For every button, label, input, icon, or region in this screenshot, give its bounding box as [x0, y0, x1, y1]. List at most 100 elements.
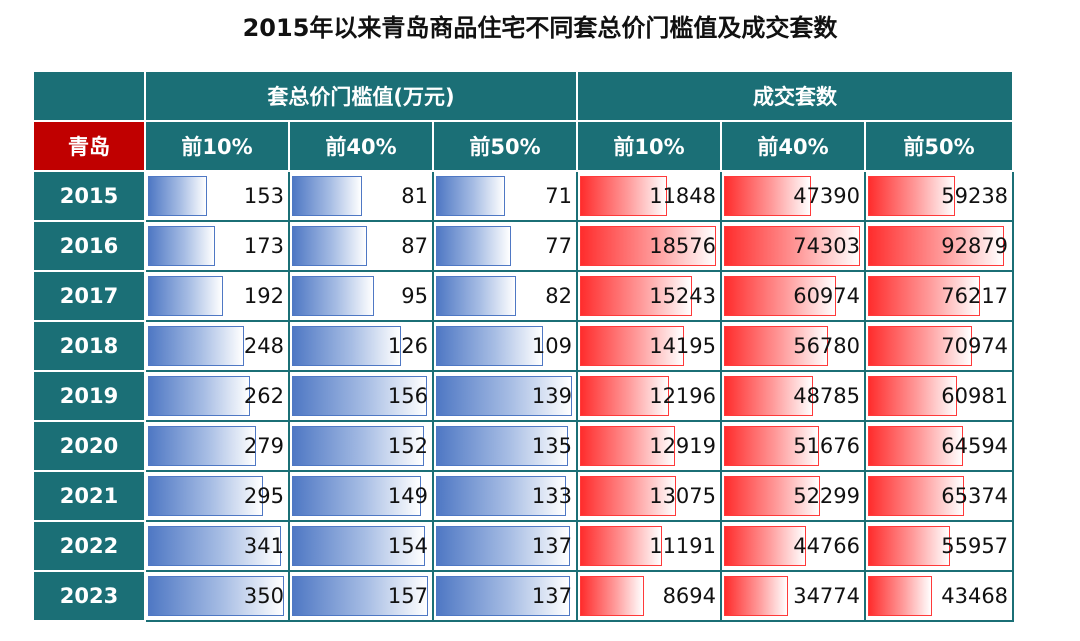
price-cell: 192 [144, 270, 290, 322]
volume-cell: 11191 [576, 520, 723, 572]
volume-cell: 47390 [720, 170, 867, 222]
cell-value: 12196 [649, 384, 717, 408]
volume-cell: 60981 [864, 370, 1015, 422]
volume-data-bar [724, 376, 814, 416]
cell-value: 60974 [793, 284, 861, 308]
price-data-bar [436, 476, 566, 516]
volume-data-bar [580, 426, 676, 466]
cell-value: 11191 [649, 534, 717, 558]
row-year-label: 2022 [32, 520, 146, 572]
cell-value: 70974 [941, 334, 1009, 358]
row-year-label: 2019 [32, 370, 146, 422]
volume-cell: 15243 [576, 270, 723, 322]
cell-value: 279 [243, 434, 284, 458]
price-data-bar [292, 226, 367, 266]
volume-data-bar [724, 226, 861, 266]
cell-value: 341 [243, 534, 284, 558]
price-data-bar [436, 526, 570, 566]
volume-data-bar [868, 376, 958, 416]
city-label: 青岛 [32, 120, 146, 172]
volume-data-bar [868, 176, 956, 216]
col-header-volume-top50: 前50% [864, 120, 1015, 172]
price-cell: 248 [144, 320, 290, 372]
table-row: 2020 279 152 135 12919 51676 64594 [32, 420, 1015, 472]
cell-value: 59238 [941, 184, 1009, 208]
price-cell: 156 [288, 370, 434, 422]
volume-data-bar [724, 426, 820, 466]
price-data-bar [148, 576, 284, 616]
price-data-bar [148, 326, 244, 366]
price-data-bar [148, 376, 250, 416]
cell-value: 173 [243, 234, 284, 258]
cell-value: 65374 [941, 484, 1009, 508]
price-data-bar [292, 276, 374, 316]
cell-value: 82 [545, 284, 573, 308]
col-header-price-top50: 前50% [431, 120, 579, 172]
price-data-bar [292, 176, 362, 216]
volume-data-bar [580, 276, 693, 316]
cell-value: 43468 [941, 584, 1009, 608]
group-header-volume: 成交套数 [576, 70, 1015, 122]
cell-value: 109 [531, 334, 573, 358]
price-cell: 341 [144, 520, 290, 572]
volume-cell: 60974 [720, 270, 867, 322]
row-year-label: 2018 [32, 320, 146, 372]
volume-data-bar [724, 276, 837, 316]
cell-value: 8694 [662, 584, 717, 608]
price-data-bar [148, 176, 207, 216]
price-data-bar [436, 326, 543, 366]
volume-data-bar [580, 226, 717, 266]
cell-value: 60981 [941, 384, 1009, 408]
volume-data-bar [724, 176, 812, 216]
volume-cell: 64594 [864, 420, 1015, 472]
volume-cell: 76217 [864, 270, 1015, 322]
cell-value: 56780 [793, 334, 861, 358]
price-cell: 82 [431, 270, 579, 322]
col-header-volume-top10: 前10% [576, 120, 723, 172]
chart-title: 2015年以来青岛商品住宅不同套总价门槛值及成交套数 [242, 14, 838, 42]
price-cell: 133 [431, 470, 579, 522]
data-table: 套总价门槛值(万元) 成交套数 青岛 前10% 前40% 前50% 前10% 前… [32, 70, 1015, 622]
price-data-bar [148, 526, 281, 566]
volume-cell: 70974 [864, 320, 1015, 372]
volume-data-bar [868, 526, 951, 566]
price-cell: 135 [431, 420, 579, 472]
price-data-bar [148, 226, 215, 266]
table-row: 2017 192 95 82 15243 60974 76217 [32, 270, 1015, 322]
cell-value: 153 [243, 184, 284, 208]
table-row: 2022 341 154 137 11191 44766 55957 [32, 520, 1015, 572]
volume-cell: 44766 [720, 520, 867, 572]
price-cell: 153 [144, 170, 290, 222]
row-year-label: 2020 [32, 420, 146, 472]
volume-data-bar [724, 326, 829, 366]
cell-value: 262 [243, 384, 284, 408]
row-year-label: 2023 [32, 570, 146, 622]
price-data-bar [436, 226, 511, 266]
table-row: 2016 173 87 77 18576 74303 92879 [32, 220, 1015, 272]
cell-value: 34774 [793, 584, 861, 608]
volume-data-bar [868, 426, 964, 466]
volume-data-bar [868, 276, 981, 316]
cell-value: 350 [243, 584, 284, 608]
price-data-bar [292, 526, 425, 566]
cell-value: 137 [531, 534, 573, 558]
col-header-volume-top40: 前40% [720, 120, 867, 172]
price-cell: 137 [431, 570, 579, 622]
price-data-bar [436, 276, 516, 316]
price-cell: 295 [144, 470, 290, 522]
volume-cell: 14195 [576, 320, 723, 372]
cell-value: 55957 [941, 534, 1009, 558]
cell-value: 52299 [793, 484, 861, 508]
cell-value: 154 [387, 534, 428, 558]
volume-data-bar [724, 526, 807, 566]
price-cell: 152 [288, 420, 434, 472]
cell-value: 51676 [793, 434, 861, 458]
volume-cell: 59238 [864, 170, 1015, 222]
cell-value: 18576 [649, 234, 717, 258]
cell-value: 11848 [649, 184, 717, 208]
cell-value: 137 [531, 584, 573, 608]
cell-value: 157 [387, 584, 428, 608]
price-cell: 126 [288, 320, 434, 372]
cell-value: 64594 [941, 434, 1009, 458]
volume-data-bar [868, 226, 1005, 266]
